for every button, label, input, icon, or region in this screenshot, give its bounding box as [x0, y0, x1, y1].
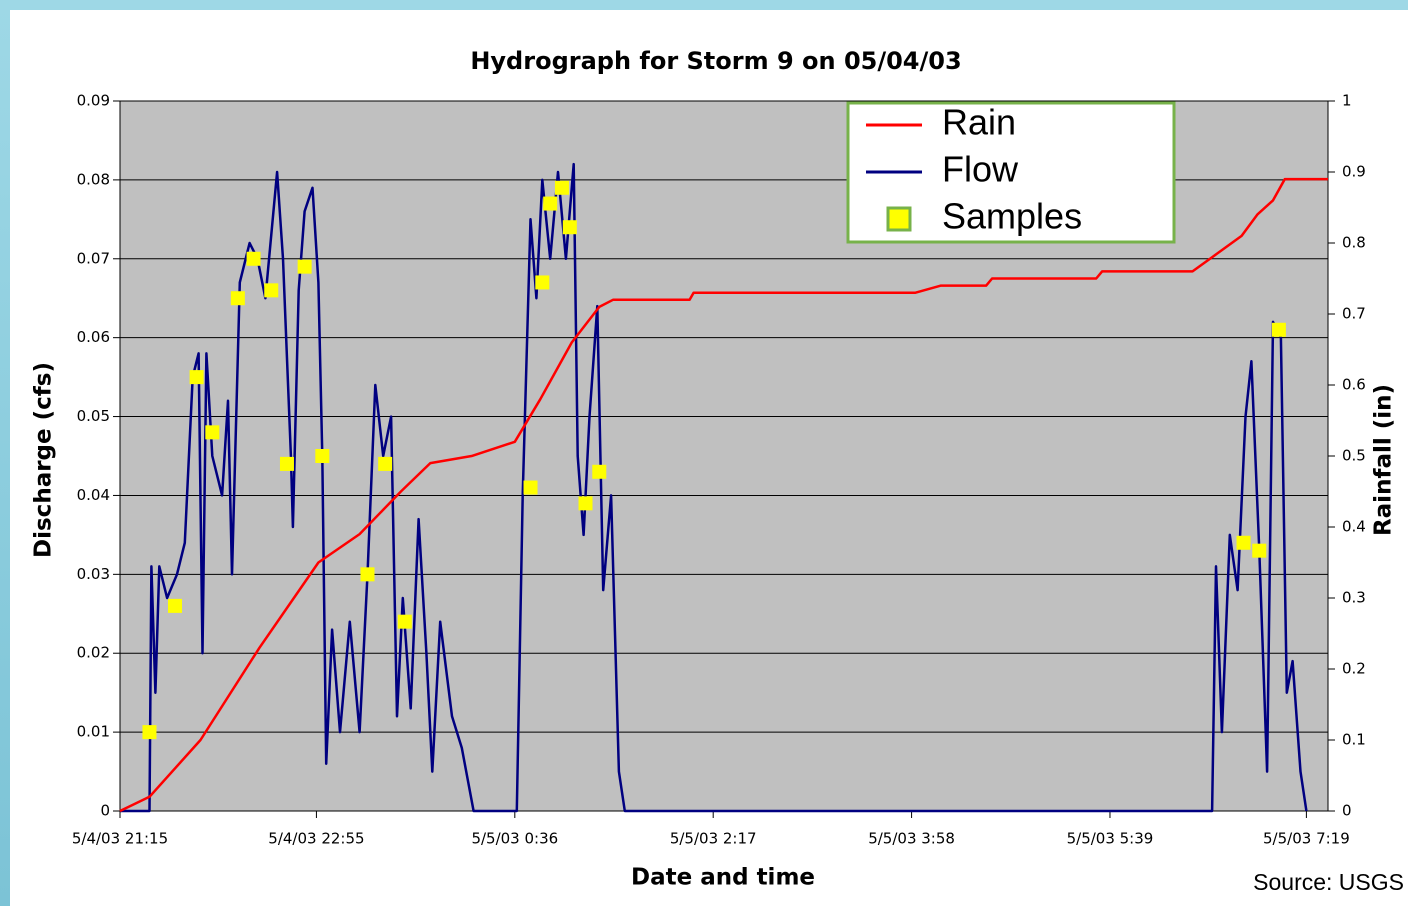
sample-marker [1252, 543, 1267, 558]
y2-axis-label: Rainfall (in) [1371, 384, 1397, 536]
sample-marker [562, 220, 577, 235]
y2-tick-label: 0.2 [1342, 660, 1366, 678]
sample-marker [189, 370, 204, 385]
sample-marker [1236, 535, 1251, 550]
sample-marker [554, 180, 569, 195]
y-axis-label: Discharge (cfs) [31, 362, 57, 558]
y2-tick-label: 0.9 [1342, 163, 1366, 181]
sample-marker [246, 251, 261, 266]
sample-marker [315, 449, 330, 463]
sample-marker [1271, 322, 1286, 337]
sample-marker [578, 496, 593, 511]
sample-marker [535, 275, 550, 290]
y2-tick-label: 0.8 [1342, 234, 1366, 252]
y2-tick-label: 0 [1342, 802, 1352, 820]
x-tick-label: 5/5/03 7:19 [1263, 830, 1350, 848]
y-tick-label: 0.07 [77, 249, 110, 267]
sample-marker [297, 259, 312, 274]
sample-marker [360, 567, 375, 582]
series-line [120, 162, 1308, 813]
y2-tick-label: 0.1 [1342, 731, 1366, 749]
legend: Rain Flow Samples [846, 101, 1176, 244]
y2-tick-label: 1 [1342, 92, 1352, 110]
y2-tick-label: 0.7 [1342, 305, 1366, 323]
y2-tick-label: 0.3 [1342, 589, 1366, 607]
legend-label: Flow [942, 149, 1019, 190]
sample-marker [279, 456, 294, 471]
y-tick-label: 0.06 [77, 328, 110, 346]
y2-tick-label: 0.6 [1342, 376, 1366, 394]
x-axis-label: Date and time [631, 865, 815, 891]
legend-label: Rain [942, 102, 1016, 143]
sample-marker [543, 196, 558, 211]
sample-marker [264, 283, 279, 298]
y-tick-label: 0.01 [77, 723, 110, 741]
y-tick-label: 0.02 [77, 644, 110, 662]
x-tick-label: 5/4/03 21:15 [72, 830, 168, 848]
y2-tick-label: 0.4 [1342, 518, 1366, 536]
x-tick-label: 5/5/03 5:39 [1067, 830, 1154, 848]
x-tick-label: 5/5/03 2:17 [670, 830, 757, 848]
y-tick-label: 0.05 [77, 407, 110, 425]
legend-swatch [886, 206, 912, 232]
y2-tick-label: 0.5 [1342, 447, 1366, 465]
x-tick-label: 5/5/03 0:36 [471, 830, 558, 848]
y-tick-label: 0.04 [77, 486, 110, 504]
series-line [119, 177, 1328, 813]
sample-marker [205, 425, 220, 440]
sample-marker [167, 598, 182, 613]
y-tick-label: 0.08 [77, 170, 110, 188]
x-tick-label: 5/5/03 3:58 [868, 830, 955, 848]
y-tick-label: 0 [100, 802, 110, 820]
x-tick-label: 5/4/03 22:55 [268, 830, 364, 848]
sample-marker [592, 464, 607, 479]
chart-title: Hydrograph for Storm 9 on 05/04/03 [470, 47, 961, 75]
sample-marker [230, 291, 245, 306]
sample-marker [523, 480, 538, 495]
sample-marker [142, 725, 157, 740]
y-tick-label: 0.09 [77, 92, 110, 110]
sample-marker [378, 456, 393, 471]
source-note: Source: USGS [1253, 869, 1404, 895]
sample-marker [397, 614, 412, 629]
y-tick-label: 0.03 [77, 565, 110, 583]
legend-label: Samples [942, 196, 1082, 237]
